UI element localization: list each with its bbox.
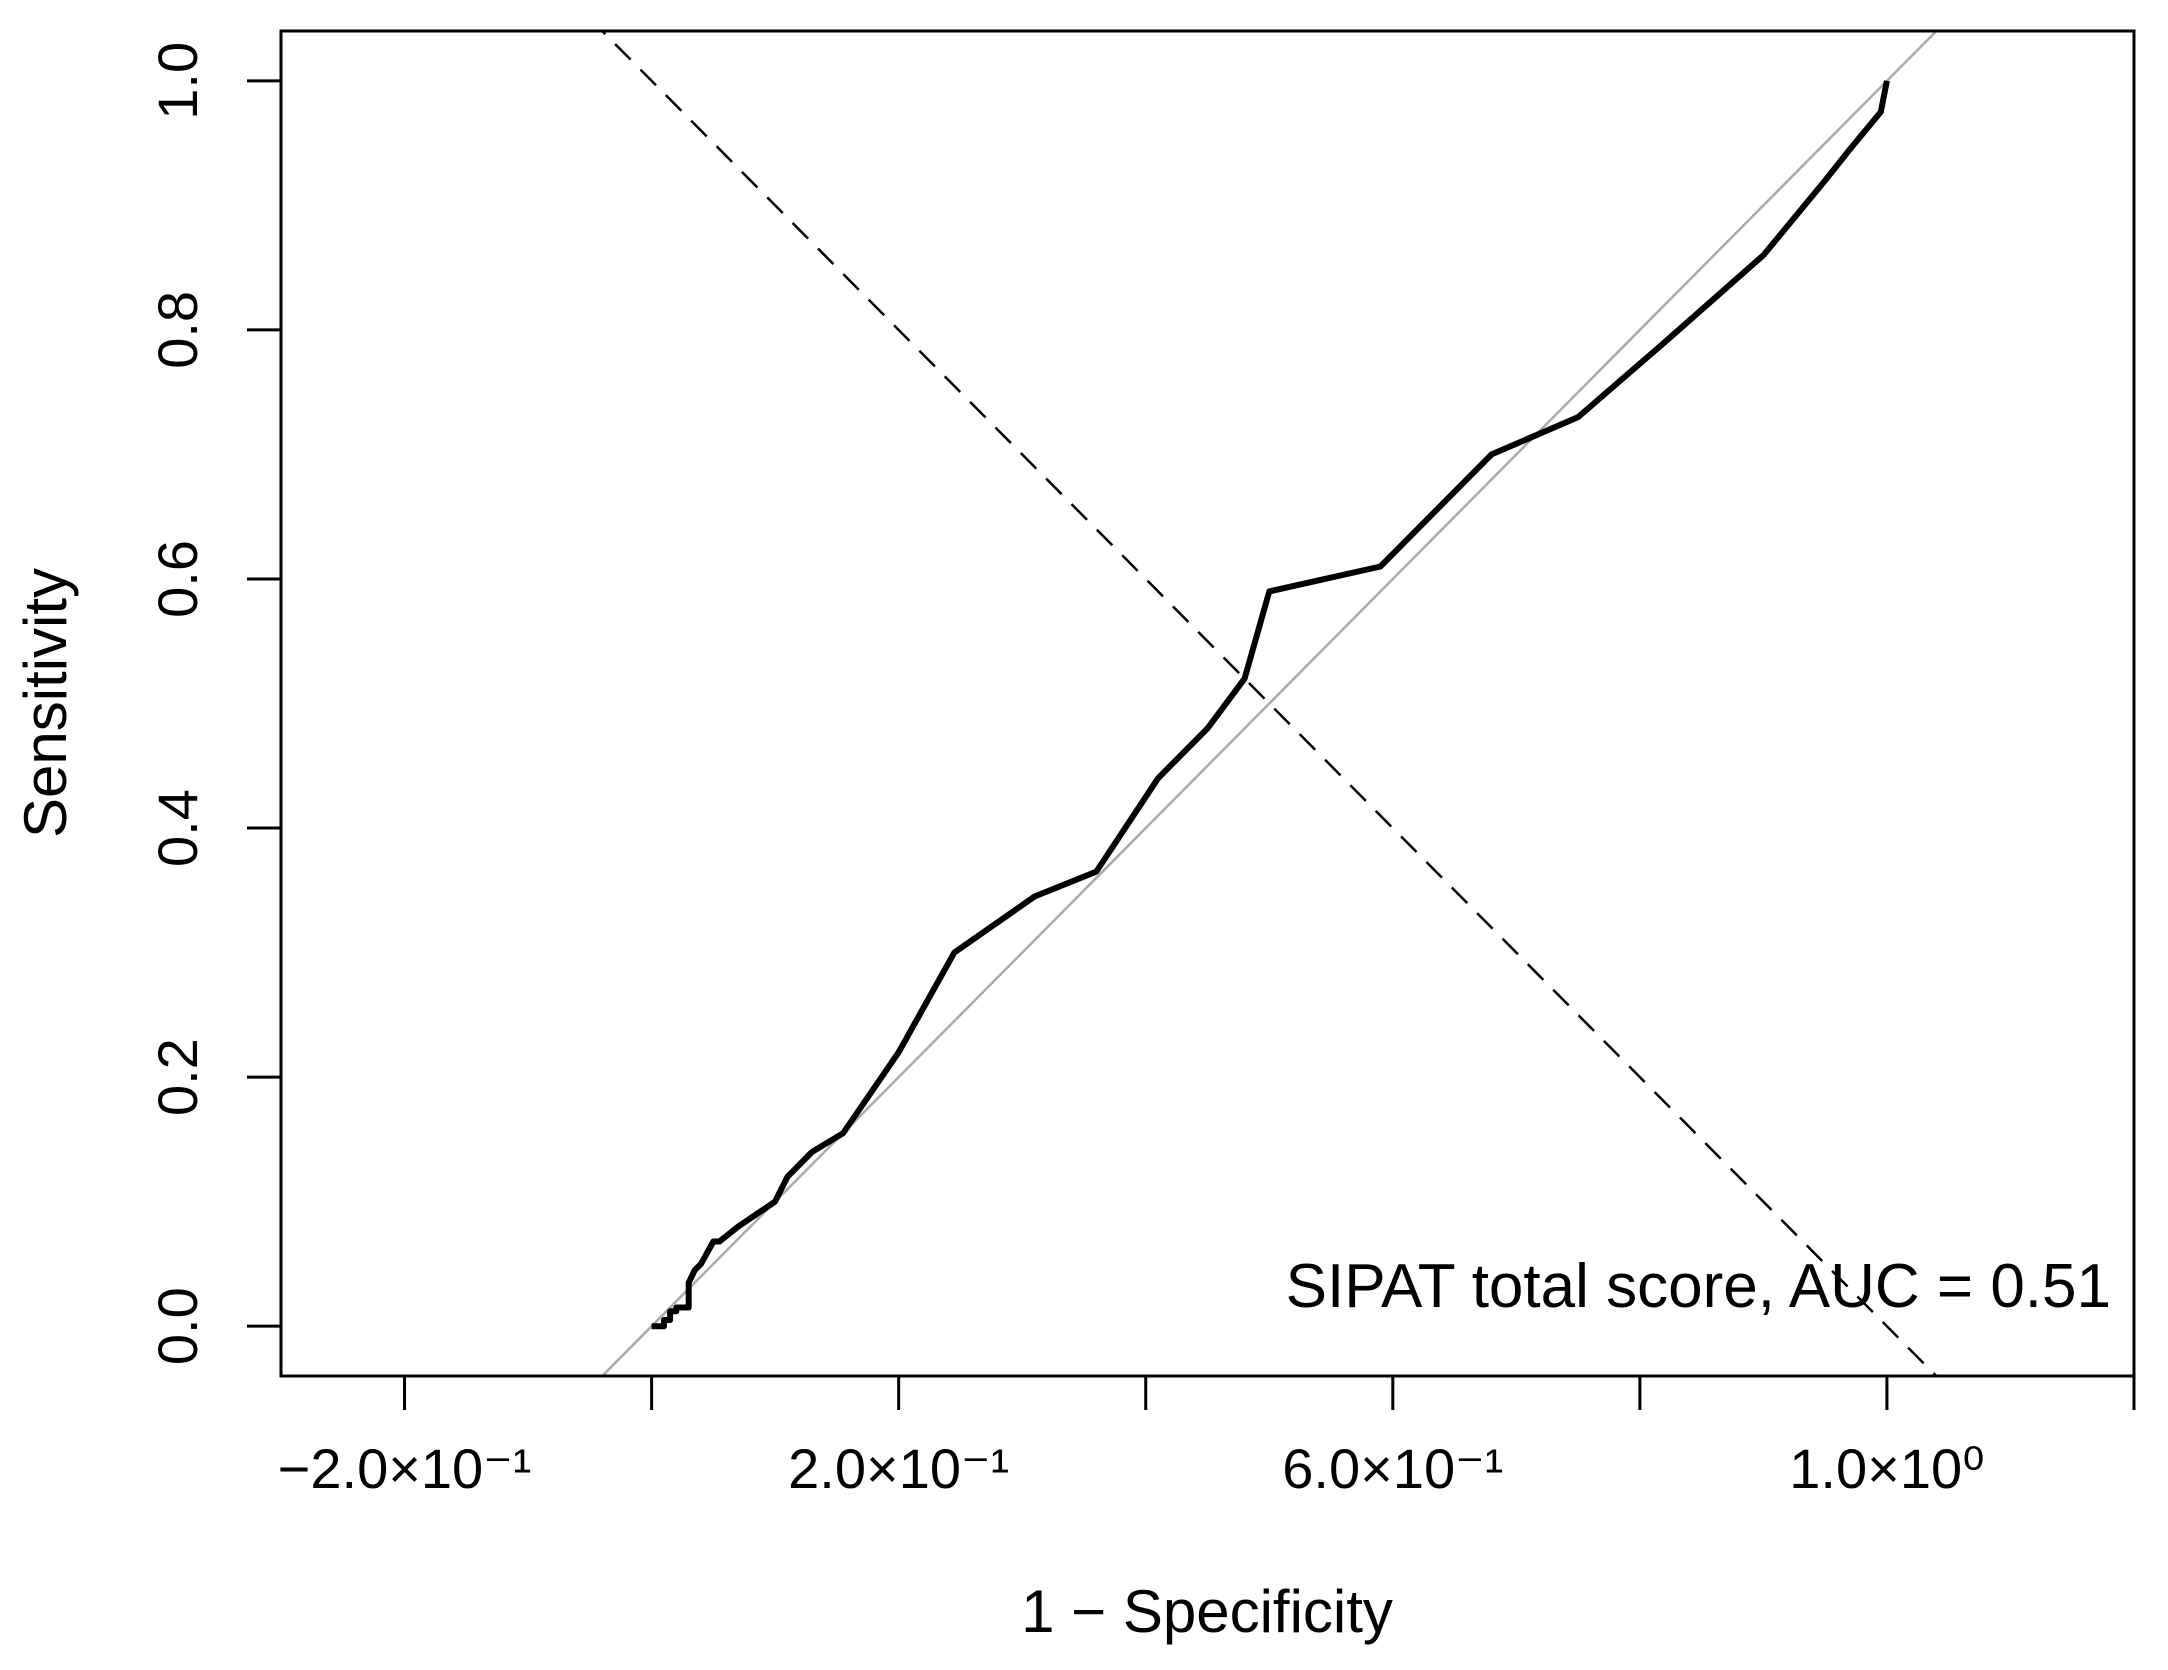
y-tick-label: 0.6 <box>146 540 209 618</box>
y-axis-ticks: 0.0 0.2 0.4 0.6 0.8 1.0 <box>146 42 281 1365</box>
x-tick-label: 1.0×10⁰ <box>1789 1437 1984 1500</box>
x-axis-ticks: −2.0×10⁻¹ 2.0×10⁻¹ 6.0×10⁻¹ 1.0×10⁰ <box>278 1376 2136 1500</box>
x-tick-label: −2.0×10⁻¹ <box>278 1437 532 1500</box>
x-axis-title: 1 − Specificity <box>1021 1578 1393 1645</box>
auc-annotation: SIPAT total score, AUC = 0.51 <box>1286 1252 2111 1321</box>
series-layer <box>600 31 1939 1376</box>
roc-curve-line <box>651 80 1890 1330</box>
x-tick-label: 6.0×10⁻¹ <box>1282 1437 1503 1500</box>
y-tick-label: 0.4 <box>146 789 209 867</box>
y-tick-label: 1.0 <box>146 42 209 120</box>
y-tick-label: 0.0 <box>146 1287 209 1365</box>
y-tick-label: 0.8 <box>146 291 209 369</box>
x-tick-label: 2.0×10⁻¹ <box>788 1437 1009 1500</box>
chance-diagonal-line <box>600 31 1939 1376</box>
y-tick-label: 0.2 <box>146 1038 209 1116</box>
plot-frame <box>279 29 2136 1378</box>
y-axis-title: Sensitivity <box>12 568 79 838</box>
